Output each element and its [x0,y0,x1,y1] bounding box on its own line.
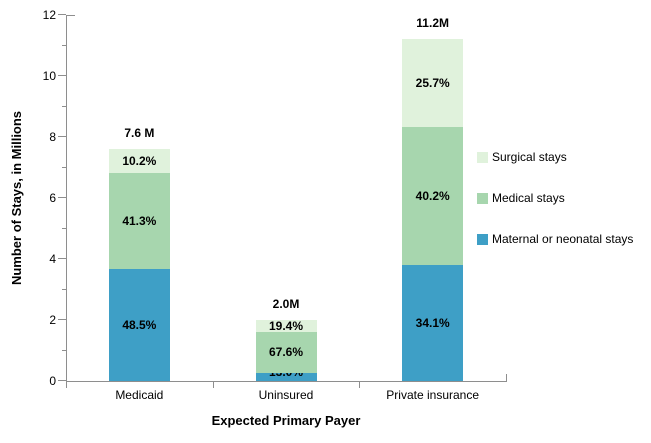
y-tick-major [58,14,66,15]
total-label: 2.0M [272,297,300,311]
category-label-uninsured: Uninsured [258,388,314,402]
legend-label-maternal: Maternal or neonatal stays [492,232,634,246]
y-tick-major [58,319,66,320]
legend-item-maternal-stays: Maternal or neonatal stays [477,232,633,246]
total-label: 11.2M [416,16,449,31]
bar-segment-medicaid-maternal-or-neonatal-stays [108,268,170,381]
y-tick-label: 2 [49,313,56,327]
percent-label: 41.3% [122,213,157,228]
legend-label-medical: Medical stays [492,191,565,205]
bar-segment-medicaid-medical-stays [108,172,170,269]
y-tick-minor [62,349,66,351]
percent-label: 10.2% [122,154,157,169]
legend-swatch-maternal-icon [477,233,488,245]
plot-area [66,15,507,382]
y-tick-major [58,258,66,259]
y-axis-top-tick [67,15,75,16]
percent-label: 25.7% [415,76,450,91]
legend-item-surgical-stays: Surgical stays [477,150,567,164]
x-tick [212,382,214,388]
y-tick-label: 12 [42,8,56,22]
legend-swatch-surgical-icon [477,151,488,163]
legend-swatch-medical-icon [477,192,488,204]
x-axis-end-tick [506,374,507,381]
percent-label: 48.5% [122,317,157,332]
y-tick-major [58,75,66,76]
percent-label: 40.2% [415,188,450,203]
y-tick-minor [62,44,66,46]
y-tick-major [58,136,66,137]
category-label-medicaid: Medicaid [115,388,164,402]
percent-label: 19.4% [268,318,304,333]
bar-segment-private-insurance-maternal-or-neonatal-stays [402,264,464,381]
x-tick [66,382,67,388]
y-tick-label: 0 [49,374,56,388]
bar-segment-medicaid-surgical-stays [108,149,170,173]
y-tick-minor [62,166,66,168]
percent-label: 34.1% [415,315,450,330]
y-tick-label: 4 [49,252,56,266]
y-tick-minor [62,105,66,107]
bar-segment-uninsured-medical-stays [255,331,317,374]
bar-segment-uninsured-surgical-stays [255,320,317,332]
category-label-private-insurance: Private insurance [386,388,480,402]
x-tick [359,382,361,388]
x-axis-title: Expected Primary Payer [211,413,361,428]
bar-segment-private-insurance-surgical-stays [402,39,464,128]
total-label: 7.6 M [124,126,155,141]
y-tick-label: 6 [49,191,56,205]
y-tick-label: 10 [42,69,56,83]
percent-label: 67.6% [268,345,304,360]
y-tick-major [58,197,66,198]
y-tick-minor [62,288,66,290]
bar-segment-uninsured-maternal-or-neonatal-stays [255,373,317,381]
y-tick-label: 8 [49,130,56,144]
y-tick-major [58,380,66,381]
legend-label-surgical: Surgical stays [492,150,567,164]
y-tick-minor [62,227,66,229]
legend-item-medical-stays: Medical stays [477,191,565,205]
bar-segment-private-insurance-medical-stays [402,127,464,265]
